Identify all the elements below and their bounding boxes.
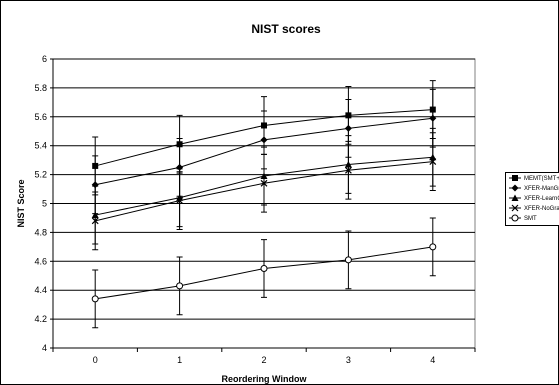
series-layer	[91, 80, 437, 329]
series-1	[91, 88, 437, 215]
data-point	[429, 158, 437, 166]
series-4	[91, 217, 437, 329]
data-point	[176, 282, 184, 290]
x-tick-label: 1	[177, 355, 182, 365]
legend-marker	[511, 184, 519, 192]
data-point	[344, 124, 352, 132]
data-point	[260, 179, 268, 187]
y-tick-label: 5.4	[34, 141, 47, 151]
y-tick-label: 4	[42, 343, 47, 353]
data-point	[176, 197, 184, 205]
y-tick-label: 5.2	[34, 170, 47, 180]
data-point	[429, 114, 437, 122]
data-point	[260, 265, 268, 273]
data-point	[91, 217, 99, 225]
y-tick-label: 6	[42, 54, 47, 64]
legend-entry: XFER-ManGram	[524, 186, 559, 192]
x-tick-label: 3	[346, 355, 351, 365]
legend-marker	[511, 204, 519, 212]
x-axis-label: Reordering Window	[222, 374, 308, 384]
legend-entry: MEMT(SMT+XFER)	[524, 176, 559, 182]
legend-entry: SMT	[524, 216, 537, 222]
y-tick-label: 5.6	[34, 112, 47, 122]
y-tick-label: 4.4	[34, 285, 47, 295]
data-point	[429, 243, 437, 251]
y-tick-label: 4.8	[34, 227, 47, 237]
data-point	[344, 166, 352, 174]
x-tick-label: 0	[93, 355, 98, 365]
chart-title: NIST scores	[251, 22, 321, 36]
legend-marker	[511, 214, 519, 222]
x-tick-label: 2	[261, 355, 266, 365]
legend: MEMT(SMT+XFER) XFER-ManGram XFER-LearnGram…	[505, 172, 559, 226]
series-3	[91, 132, 437, 251]
data-point	[344, 256, 352, 264]
data-point	[91, 295, 99, 303]
y-tick-label: 4.2	[34, 314, 47, 324]
legend-entry: XFER-LearnGram	[524, 196, 559, 202]
legend-marker	[511, 194, 519, 201]
data-point	[260, 136, 268, 144]
x-tick-label: 4	[430, 355, 435, 365]
legend-entry: XFER-NoGram	[524, 206, 559, 212]
axes: 4 4.2 4.4 4.6 4.8 5 5.2 5.4 5.6 5.8 6 0 1 2 3 4	[34, 54, 476, 365]
y-tick-label: 5.8	[34, 83, 47, 93]
y-tick-label: 5	[42, 199, 47, 209]
y-tick-label: 4.6	[34, 256, 47, 266]
legend-marker	[512, 175, 518, 181]
y-axis-label: NIST Score	[16, 179, 26, 227]
